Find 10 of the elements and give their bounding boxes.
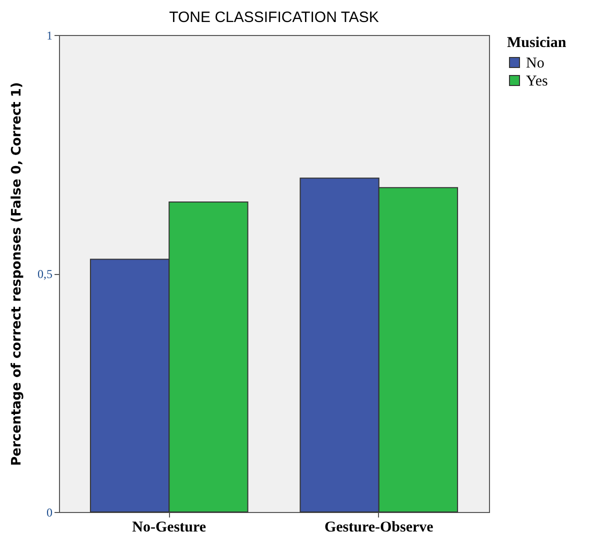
y-tick-label: 0,5	[38, 267, 52, 281]
chart-title: TONE CLASSIFICATION TASK	[169, 9, 379, 26]
legend-label: No	[526, 56, 544, 72]
legend-title: Musician	[507, 35, 567, 51]
y-axis-title: Percentage of correct responses (False 0, Correct 1)	[10, 82, 24, 466]
x-tick-label: No-Gesture	[132, 520, 206, 536]
legend-label: Yes	[526, 74, 548, 90]
x-tick-label: Gesture-Observe	[324, 520, 434, 536]
y-tick-label: 0	[46, 506, 52, 520]
y-tick-label: 1	[46, 28, 52, 42]
